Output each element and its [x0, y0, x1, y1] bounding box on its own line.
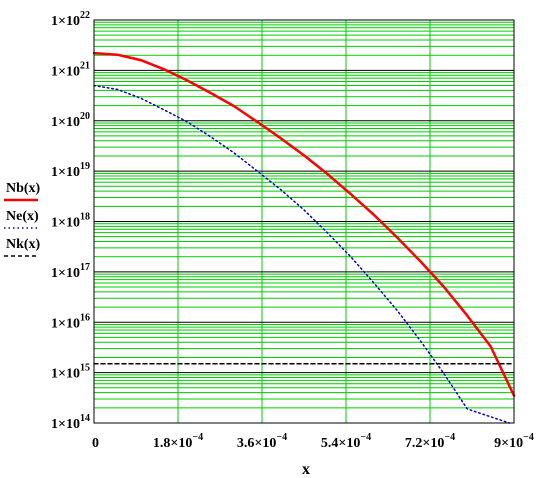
legend-label: Ne(x)	[6, 209, 39, 224]
series-layer	[92, 51, 516, 424]
y-tick-label: 1×1020	[51, 111, 90, 130]
y-tick-label: 1×1014	[51, 413, 90, 432]
y-tick-label: 1×1018	[51, 212, 90, 231]
plot-frame	[93, 19, 515, 424]
y-tick-label: 1×1021	[51, 60, 90, 79]
grid	[94, 19, 514, 424]
y-tick-label: 1×1017	[51, 262, 90, 281]
x-tick-label: 9×10−4	[494, 432, 534, 451]
y-tick-label: 1×1019	[51, 161, 90, 180]
x-tick-label: 3.6×10−4	[237, 432, 287, 451]
axes: 1×1022 1×1021 1×1020 1×1019 1×1018 1×1017 1×10…	[51, 10, 534, 478]
legend-label: Nb(x)	[6, 181, 41, 196]
x-tick-label: 0	[92, 436, 99, 451]
legend-label: Nk(x)	[6, 237, 41, 252]
series-line-nbx	[92, 51, 516, 397]
x-tick-label: 1.8×10−4	[153, 432, 203, 451]
y-tick-label: 1×1015	[51, 363, 90, 382]
y-tick-label: 1×1016	[51, 312, 90, 331]
x-axis-title: x	[302, 461, 310, 478]
x-tick-label: 5.4×10−4	[321, 432, 371, 451]
y-tick-label: 1×1022	[51, 10, 90, 29]
legend: Nb(x) Ne(x) Nk(x)	[4, 181, 41, 257]
x-tick-label: 7.2×10−4	[405, 432, 455, 451]
